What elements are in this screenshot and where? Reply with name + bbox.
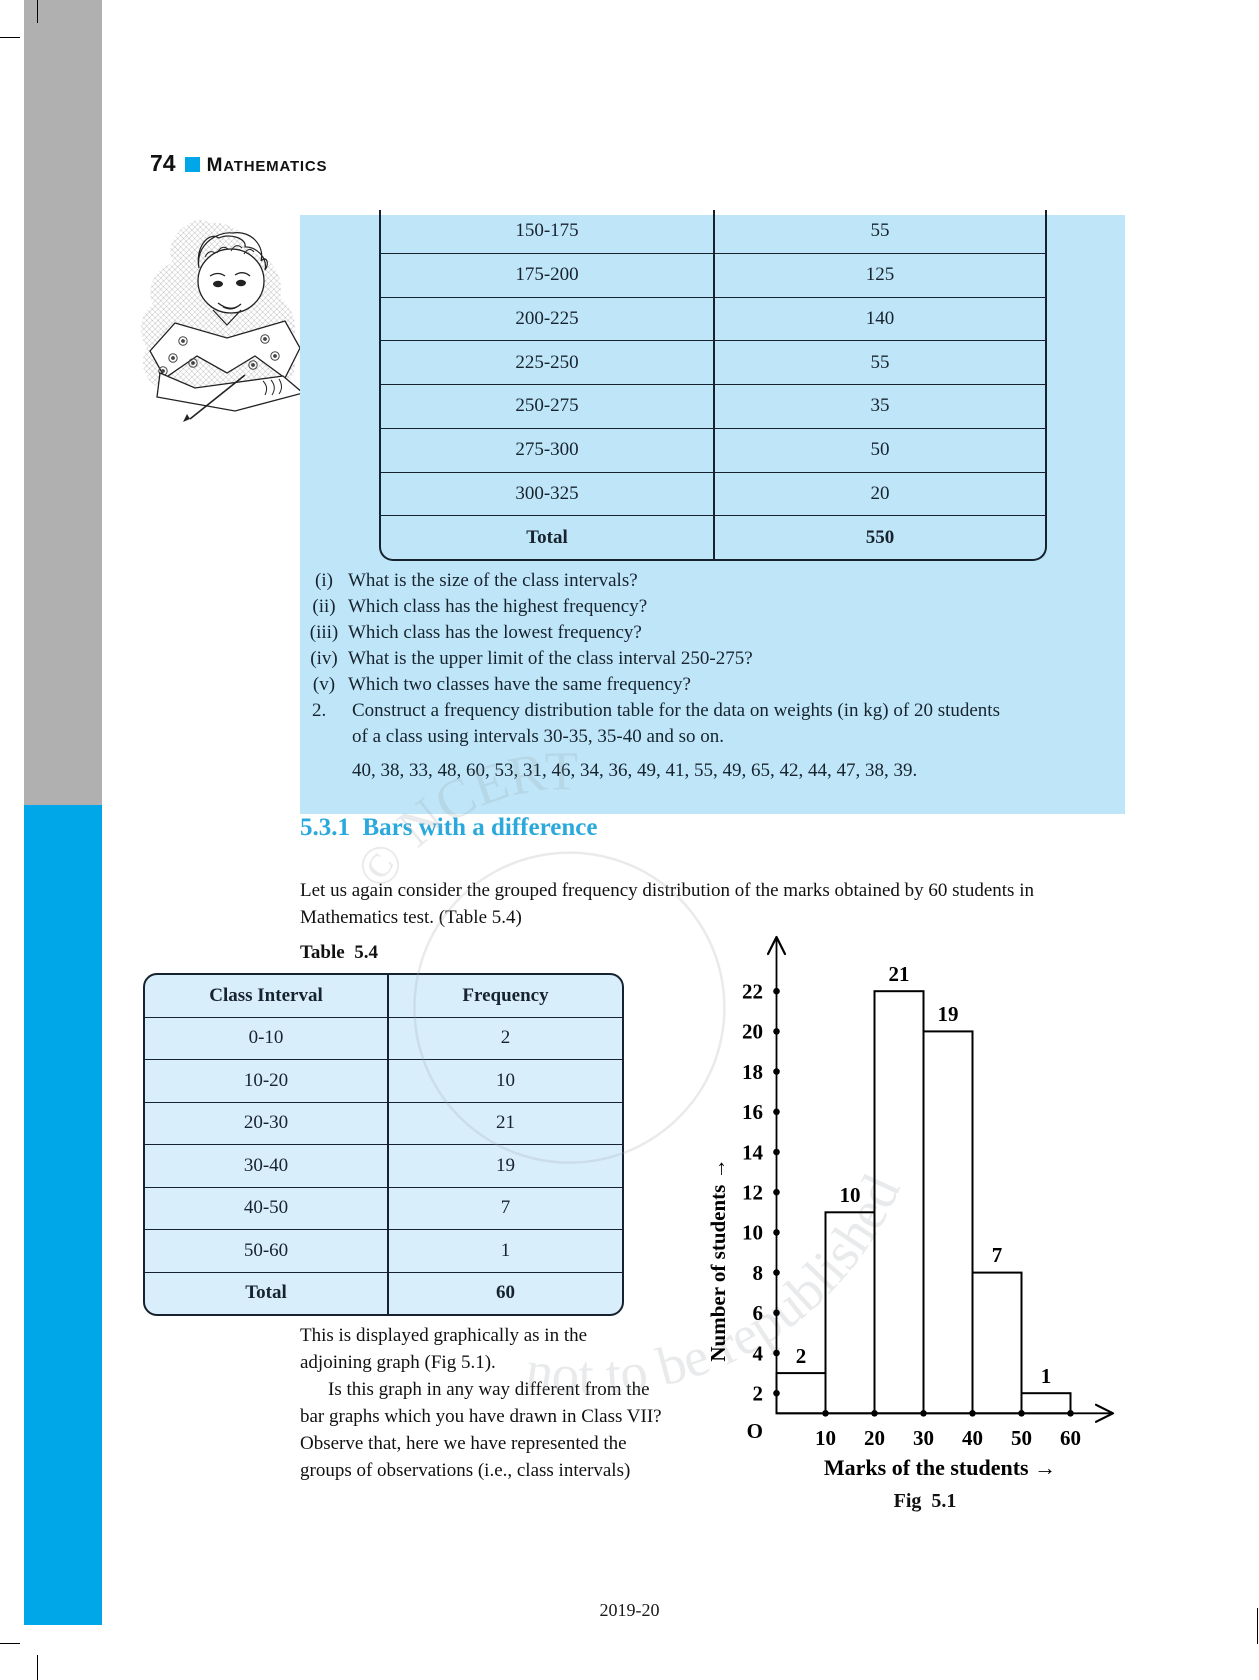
svg-text:Marks of the students →: Marks of the students → xyxy=(824,1455,1056,1480)
svg-text:2: 2 xyxy=(753,1382,764,1406)
svg-text:1: 1 xyxy=(1041,1364,1052,1388)
svg-text:14: 14 xyxy=(742,1140,764,1164)
svg-text:20: 20 xyxy=(864,1426,885,1450)
svg-text:19: 19 xyxy=(938,1002,959,1026)
svg-text:2: 2 xyxy=(796,1344,807,1368)
svg-text:16: 16 xyxy=(742,1100,763,1124)
svg-text:O: O xyxy=(747,1419,763,1443)
svg-text:10: 10 xyxy=(742,1221,763,1245)
svg-text:20: 20 xyxy=(742,1020,763,1044)
svg-text:8: 8 xyxy=(753,1261,764,1285)
svg-text:30: 30 xyxy=(913,1426,934,1450)
svg-text:40: 40 xyxy=(962,1426,983,1450)
svg-text:10: 10 xyxy=(815,1426,836,1450)
svg-text:50: 50 xyxy=(1011,1426,1032,1450)
svg-text:22: 22 xyxy=(742,980,763,1004)
svg-text:4: 4 xyxy=(753,1341,764,1365)
svg-text:6: 6 xyxy=(753,1301,764,1325)
svg-text:18: 18 xyxy=(742,1060,763,1084)
svg-text:21: 21 xyxy=(889,962,910,986)
svg-text:12: 12 xyxy=(742,1181,763,1205)
svg-text:10: 10 xyxy=(840,1183,861,1207)
svg-text:Number of students →: Number of students → xyxy=(706,1158,730,1361)
svg-text:60: 60 xyxy=(1060,1426,1081,1450)
svg-text:7: 7 xyxy=(992,1243,1003,1267)
